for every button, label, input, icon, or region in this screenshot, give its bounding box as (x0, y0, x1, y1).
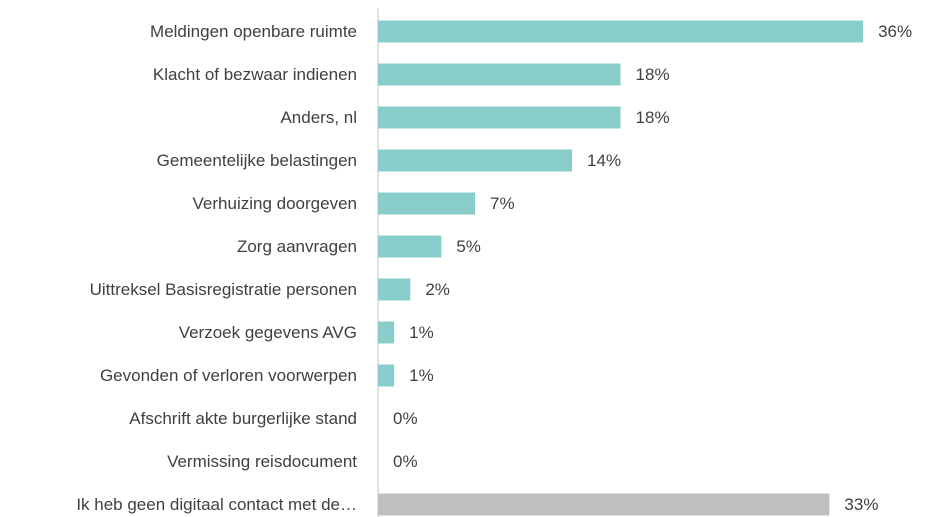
value-label: 33% (844, 495, 878, 514)
category-label: Afschrift akte burgerlijke stand (129, 409, 357, 428)
value-label: 0% (393, 409, 418, 428)
value-label: 2% (425, 280, 450, 299)
value-label: 1% (409, 323, 434, 342)
category-label: Anders, nl (280, 108, 357, 127)
value-label: 18% (636, 65, 670, 84)
value-label: 18% (636, 108, 670, 127)
category-label: Gemeentelijke belastingen (157, 151, 357, 170)
value-label: 7% (490, 194, 515, 213)
bar (378, 235, 442, 258)
category-label: Gevonden of verloren voorwerpen (100, 366, 357, 385)
value-label: 14% (587, 151, 621, 170)
category-label: Vermissing reisdocument (167, 452, 357, 471)
bar (378, 278, 411, 301)
bar (378, 63, 621, 86)
bar (378, 149, 573, 172)
bar (378, 321, 395, 344)
bar (378, 192, 476, 215)
bar (378, 364, 395, 387)
category-label: Klacht of bezwaar indienen (153, 65, 357, 84)
value-label: 0% (393, 452, 418, 471)
bar (378, 493, 830, 516)
category-label: Uittreksel Basisregistratie personen (90, 280, 357, 299)
category-label: Ik heb geen digitaal contact met de… (76, 495, 357, 514)
category-label: Zorg aanvragen (237, 237, 357, 256)
category-label: Meldingen openbare ruimte (150, 22, 357, 41)
value-label: 5% (456, 237, 481, 256)
bar (378, 20, 864, 43)
value-label: 1% (409, 366, 434, 385)
bar (378, 106, 621, 129)
value-label: 36% (878, 22, 912, 41)
category-label: Verhuizing doorgeven (193, 194, 357, 213)
category-label: Verzoek gegevens AVG (179, 323, 357, 342)
